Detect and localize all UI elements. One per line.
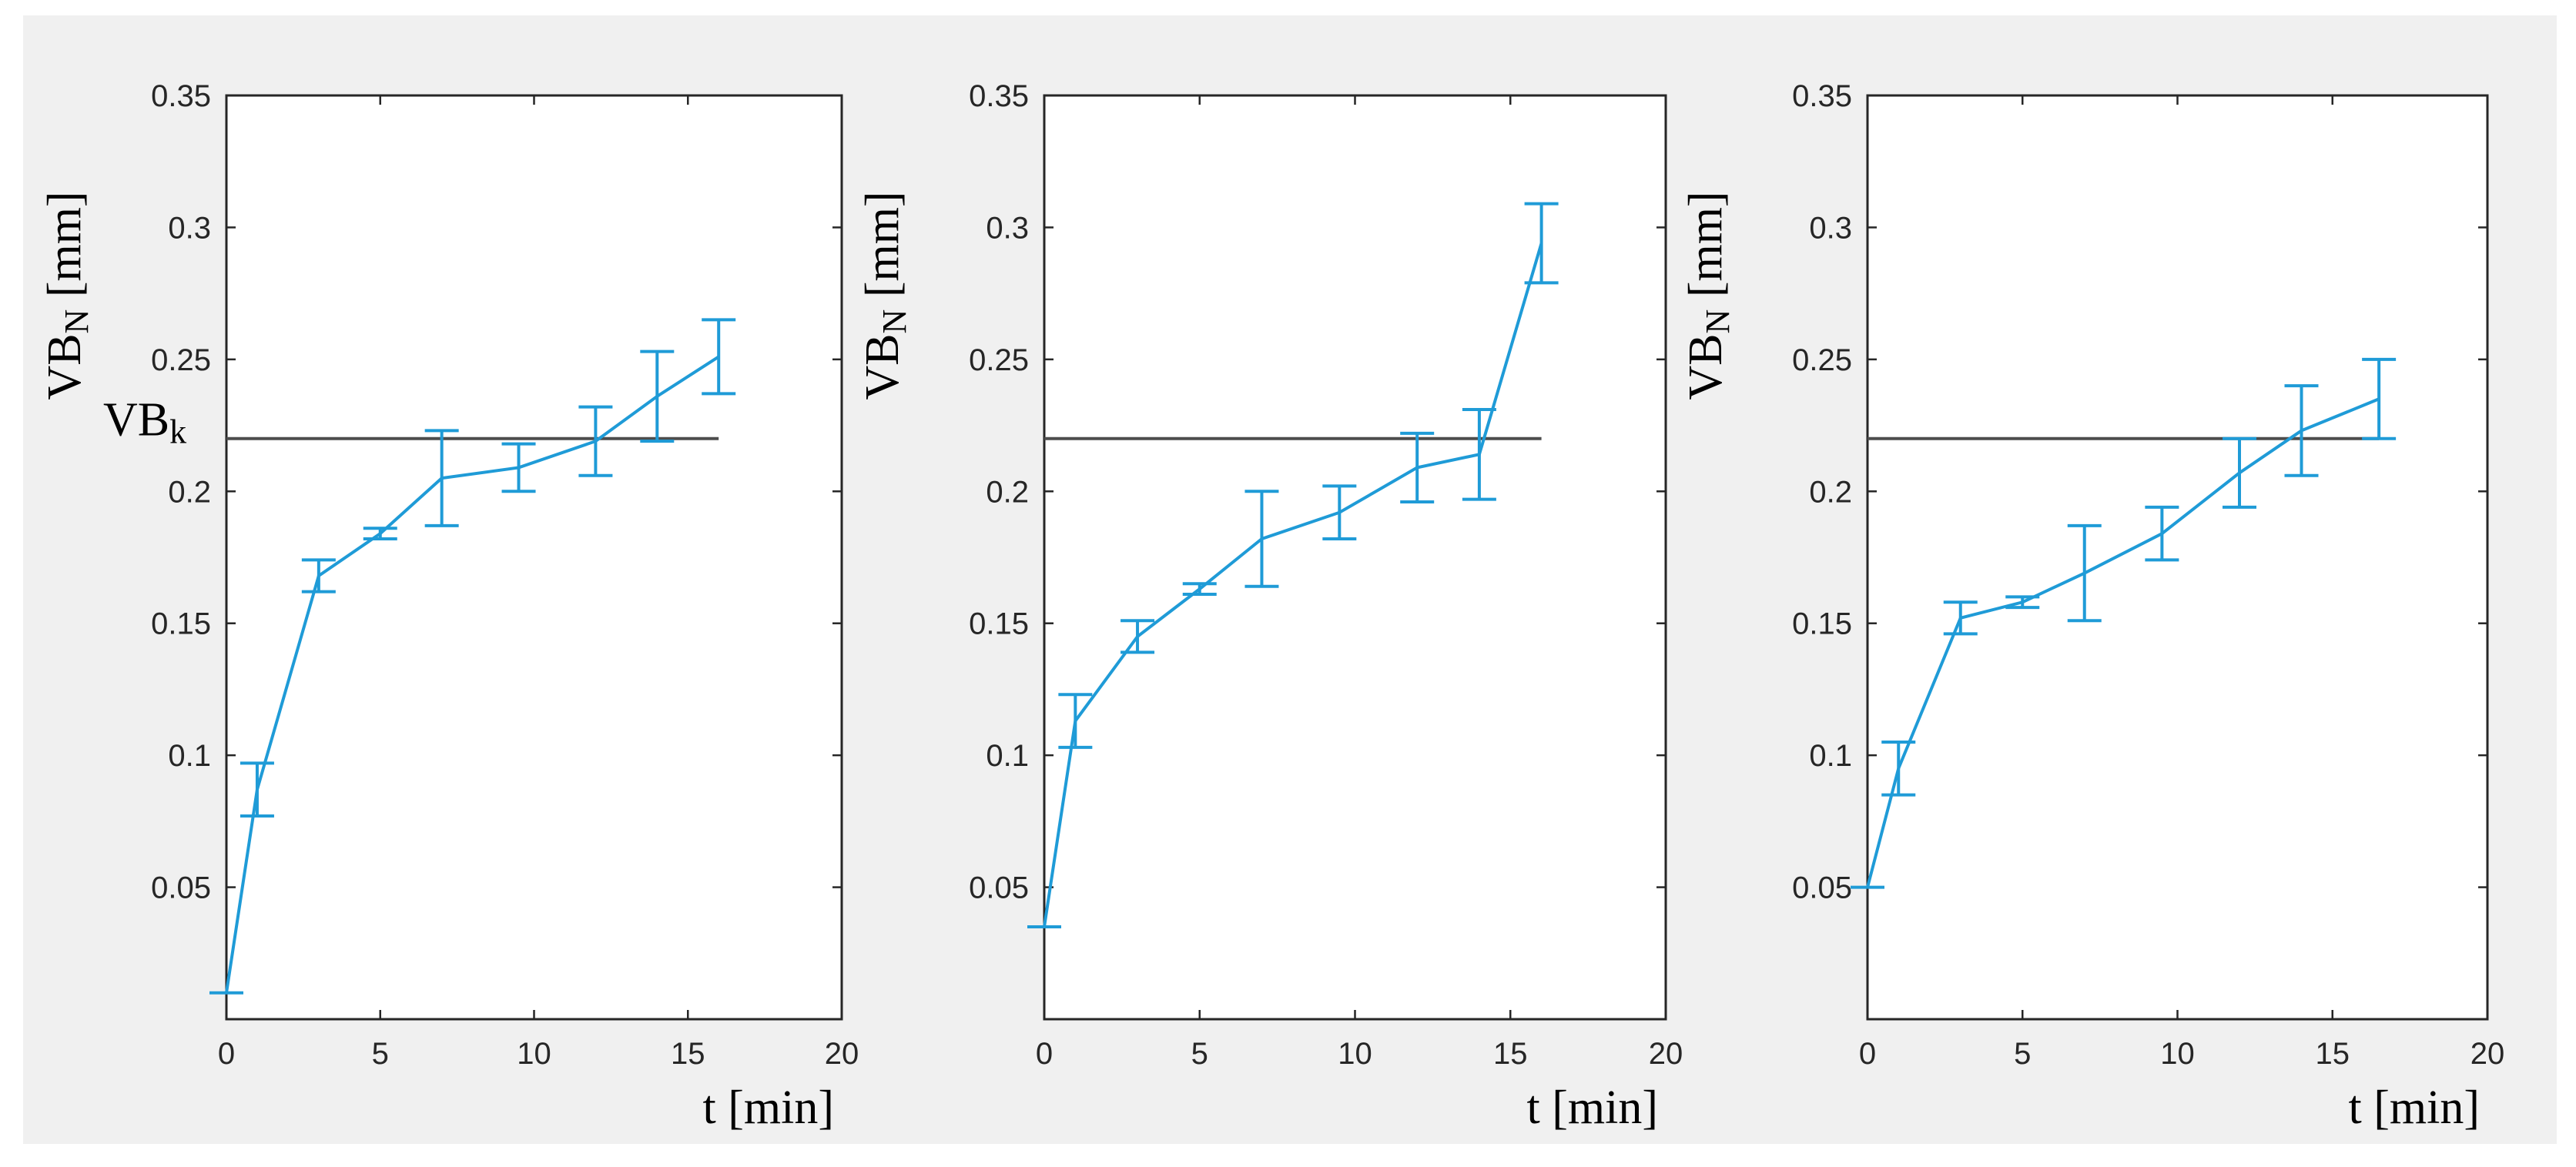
plot-area (225, 94, 843, 1021)
x-tick-label: 0 (1036, 1037, 1053, 1071)
x-tick-label: 5 (372, 1037, 389, 1071)
y-axis-label-sub: N (1699, 309, 1737, 334)
y-tick-label: 0.15 (1792, 607, 1852, 641)
x-axis-label: t [min] (2349, 1082, 2480, 1134)
y-axis-label: VBN [mm] (1680, 191, 1737, 400)
x-tick-label: 10 (517, 1037, 551, 1071)
x-tick-label: 15 (1493, 1037, 1528, 1071)
y-axis-label-main: VB (1680, 333, 1732, 400)
y-tick-label: 0.1 (986, 739, 1029, 773)
x-tick-label: 10 (1338, 1037, 1372, 1071)
y-axis-label-main: VB (856, 333, 909, 400)
y-tick-label: 0.05 (151, 871, 211, 905)
x-tick-label: 5 (2014, 1037, 2031, 1071)
y-tick-label: 0.3 (1809, 211, 1852, 245)
y-axis-label-unit: [mm] (39, 191, 91, 309)
y-tick-label: 0.15 (151, 607, 211, 641)
y-axis-label: VBN [mm] (856, 191, 913, 400)
chart-panel-2: 0 5 10 15 20 0.05 0.1 0.15 0.2 0.25 0.3 0.35 VBN [mm… (856, 79, 1683, 1134)
plot-area (1866, 94, 2489, 1021)
chart-panel-3: 0 5 10 15 20 0.05 0.1 0.15 0.2 0.25 0.3 0.35 VBN [mm… (1680, 79, 2504, 1134)
y-axis-label-sub: N (58, 309, 95, 334)
y-axis-label-sub: N (876, 309, 913, 334)
y-axis-label-unit: [mm] (856, 191, 909, 309)
y-tick-label: 0.25 (151, 343, 211, 377)
x-axis-label: t [min] (1527, 1082, 1658, 1134)
y-tick-label: 0.2 (986, 475, 1029, 509)
y-tick-label: 0.25 (1792, 343, 1852, 377)
y-tick-label: 0.25 (969, 343, 1029, 377)
plot-area (1043, 94, 1667, 1021)
x-tick-label: 15 (2316, 1037, 2350, 1071)
x-tick-label: 20 (2470, 1037, 2505, 1071)
y-tick-label: 0.2 (1809, 475, 1852, 509)
threshold-label-main: VB (103, 394, 169, 446)
chart-panel-1: 0 5 10 15 200.050.10.150.20.250.30.35VBkVBN … (39, 79, 859, 1134)
y-tick-label: 0.05 (1792, 871, 1852, 905)
y-axis-label-main: VB (39, 333, 91, 400)
y-tick-label: 0.3 (986, 211, 1029, 245)
x-tick-label: 0 (1859, 1037, 1876, 1071)
y-tick-label: 0.2 (168, 475, 211, 509)
x-tick-label: 15 (671, 1037, 705, 1071)
x-tick-label: 5 (1191, 1037, 1208, 1071)
y-axis-label: VBN [mm] (39, 191, 95, 400)
y-tick-label: 0.35 (1792, 79, 1852, 113)
x-tick-label: 20 (1649, 1037, 1683, 1071)
x-tick-label: 20 (825, 1037, 859, 1071)
y-tick-label: 0.35 (969, 79, 1029, 113)
y-axis-label-unit: [mm] (1680, 191, 1732, 309)
x-tick-label: 10 (2160, 1037, 2195, 1071)
x-axis-label: t [min] (703, 1082, 834, 1134)
y-tick-label: 0.35 (151, 79, 211, 113)
threshold-label: VBk (103, 394, 186, 451)
y-tick-label: 0.3 (168, 211, 211, 245)
y-tick-label: 0.1 (168, 739, 211, 773)
threshold-label-sub: k (169, 413, 186, 451)
x-tick-label: 0 (218, 1037, 235, 1071)
y-tick-label: 0.15 (969, 607, 1029, 641)
y-tick-label: 0.1 (1809, 739, 1852, 773)
y-tick-label: 0.05 (969, 871, 1029, 905)
